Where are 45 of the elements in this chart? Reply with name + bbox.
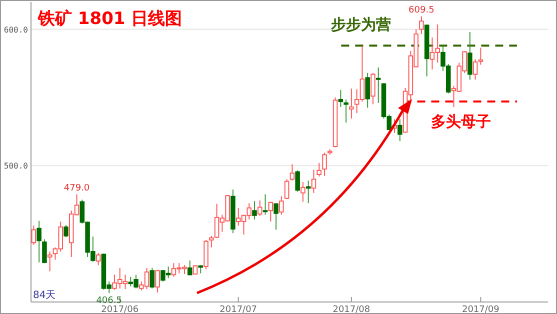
candlestick <box>279 196 284 216</box>
candlestick <box>262 194 268 216</box>
candlestick <box>370 72 376 105</box>
candlestick <box>31 225 36 246</box>
annotation: 84天 <box>33 290 56 301</box>
annotation: 479.0 <box>64 183 90 194</box>
x-tick-label: 2017/07 <box>220 305 258 314</box>
candlestick <box>42 238 47 264</box>
candlestick <box>64 224 68 238</box>
candlestick <box>376 66 381 104</box>
x-tick-label: 2017/08 <box>332 305 370 314</box>
candlestick <box>316 162 322 178</box>
x-tick-label: 2017/09 <box>462 305 500 314</box>
candlestick <box>96 252 101 266</box>
candlestick <box>311 169 316 194</box>
candlestick <box>290 164 295 182</box>
candlestick <box>349 88 354 120</box>
candlestick <box>36 220 42 263</box>
ref-line-label: 步步为营 <box>330 16 392 34</box>
candlestick <box>150 267 155 289</box>
candlestick <box>257 200 262 217</box>
y-tick-label: 600.0 <box>4 25 28 34</box>
x-tick-label: 2017/06 <box>101 305 139 314</box>
candlestick <box>300 182 306 202</box>
candlestick <box>322 152 327 176</box>
annotation: 406.5 <box>96 296 122 306</box>
annotation: 609.5 <box>408 5 434 16</box>
candlestick <box>365 72 370 108</box>
candlestick <box>295 170 300 192</box>
chart-title: 铁矿 1801 日线图 <box>37 9 182 29</box>
candlestick <box>187 260 192 276</box>
candlestick <box>274 202 278 230</box>
candlestick <box>344 99 348 124</box>
candlestick <box>419 16 424 35</box>
candlestick <box>209 235 214 248</box>
candlestick <box>47 251 52 272</box>
candlestick <box>338 89 344 108</box>
ref-line-label: 多头母子 <box>431 112 492 131</box>
candlestick <box>268 201 274 222</box>
candlestick <box>398 118 402 142</box>
y-tick-label: 500.0 <box>4 162 28 171</box>
candlestick <box>284 178 290 200</box>
candlestick <box>468 32 472 80</box>
candlestick <box>252 200 257 220</box>
candlestick <box>155 269 160 293</box>
